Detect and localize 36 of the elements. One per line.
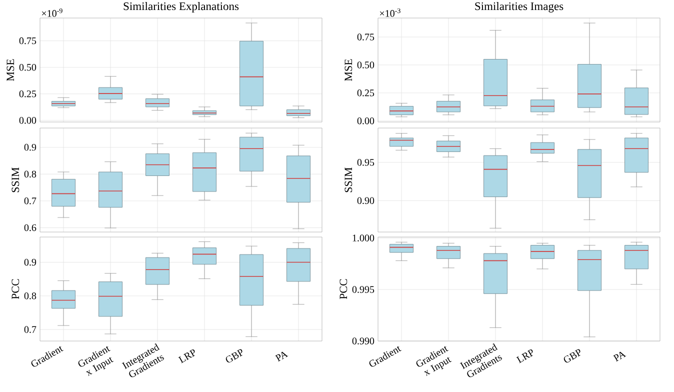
y-tick-label: 0.9	[24, 144, 36, 151]
x-tick-label: LRP	[516, 349, 533, 364]
y-tick-label: 1.000	[352, 234, 374, 242]
y-axis-title: MSE	[344, 59, 352, 81]
y-tick-label: 0.990	[352, 338, 374, 344]
x-tick-label: PA	[275, 352, 288, 362]
y-axis-title: SSIM	[344, 167, 352, 192]
y-tick-label: 0.9	[24, 258, 36, 266]
y-tick-label: 0.7	[24, 198, 36, 204]
y-tick-label: 0.00	[357, 117, 374, 124]
y-tick-label: 0.50	[357, 62, 374, 68]
x-tick-label: GBP	[226, 349, 242, 363]
x-tick-label: PA	[613, 352, 626, 362]
y-tick-label: 0.90	[357, 197, 374, 204]
text: ×10$^{-3}$	[380, 8, 400, 17]
y-axis-title: MSE	[6, 59, 14, 81]
y-tick-label: 0.8	[24, 170, 36, 178]
y-axis-title: PCC	[340, 279, 348, 300]
y-axis-title: PCC	[12, 279, 20, 300]
y-tick-label: 0.8	[24, 292, 36, 300]
y-tick-label: 0.6	[24, 224, 36, 232]
y-tick-label: 0.50	[19, 64, 36, 71]
y-tick-label: 0.25	[357, 90, 374, 96]
x-tick-label: GBP	[564, 349, 580, 363]
y-tick-label: 0.7	[24, 326, 36, 333]
y-tick-label: 0.25	[19, 90, 36, 98]
x-tick-label: LRP	[178, 349, 195, 364]
y-tick-label: 0.00	[19, 117, 36, 124]
y-tick-label: 0.75	[19, 37, 36, 44]
chart-title: Similarities Images	[475, 2, 564, 12]
chart-title: Similarities Explanations	[124, 2, 239, 12]
y-tick-label: 0.75	[357, 34, 374, 40]
y-tick-label: 0.995	[352, 286, 374, 293]
y-axis-title: SSIM	[12, 167, 20, 192]
text: ×10$^{-9}$	[42, 8, 62, 17]
y-tick-label: 0.95	[357, 159, 374, 166]
